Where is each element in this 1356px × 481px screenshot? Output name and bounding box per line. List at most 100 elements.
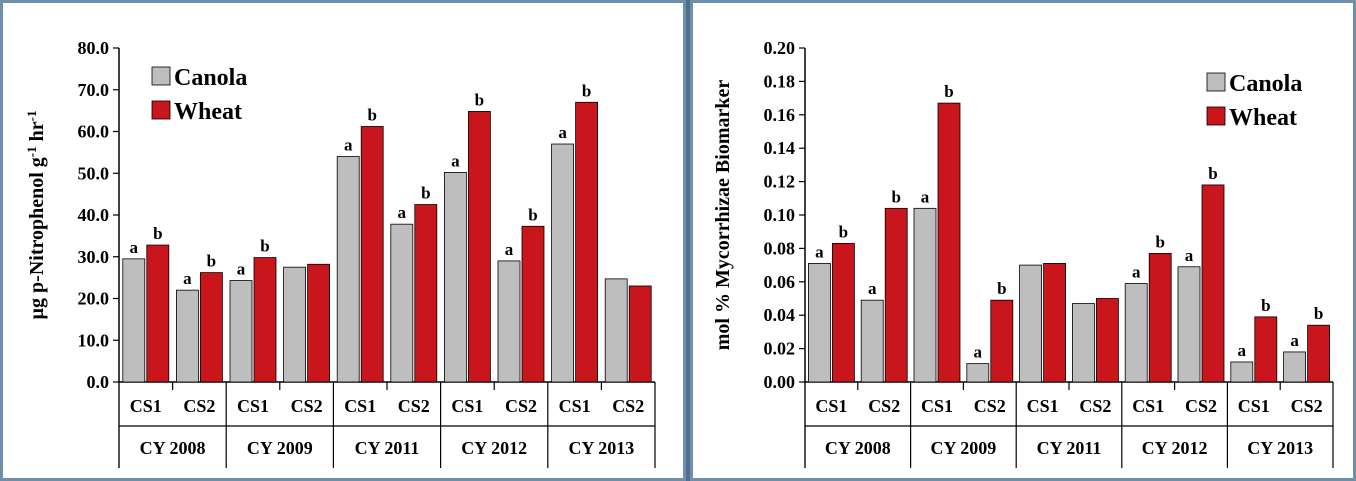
y-tick-label: 0.16 (764, 105, 796, 125)
significance-label: b (891, 187, 900, 206)
bar-wheat (1254, 316, 1278, 383)
group-label: CY 2008 (140, 438, 206, 458)
significance-label: b (475, 90, 484, 109)
bar-canola (390, 223, 414, 383)
legend-label-canola: Canola (1229, 71, 1302, 97)
bar-wheat (414, 204, 438, 383)
significance-label: a (1238, 341, 1247, 360)
bar-wheat (467, 111, 491, 383)
significance-label: b (582, 81, 591, 100)
significance-label: b (528, 205, 537, 224)
significance-label: a (1290, 331, 1299, 350)
y-tick-label: 0.18 (764, 71, 796, 91)
mycorrhizae-biomarker-chart: 0.00 0.02 0.04 0.06 0.08 0.10 0.12 0.14 0.16 0.18… (712, 38, 1334, 468)
bar-wheat (990, 299, 1014, 383)
y-axis-title-part: -1 (24, 111, 39, 122)
x-tick-label: CS1 (344, 396, 376, 416)
x-tick-label: CS2 (291, 396, 323, 416)
y-tick-label: 50.0 (78, 163, 110, 183)
x-tick-label: CS2 (505, 396, 537, 416)
y-axis-title-part: µg p-Nitrophenol g (26, 157, 48, 319)
y-tick-label: 0.20 (764, 38, 796, 58)
bar-wheat (831, 242, 855, 383)
bar-canola (336, 156, 360, 383)
bar-canola (1124, 283, 1148, 383)
bar-canola (122, 258, 146, 383)
y-axis-title-part: -1 (24, 146, 39, 157)
significance-label: a (1185, 246, 1194, 265)
bar-wheat (199, 272, 223, 383)
x-tick-label: CS2 (974, 396, 1006, 416)
significance-label: a (815, 242, 824, 261)
bar-canola (1071, 303, 1095, 383)
y-tick-label: 0.12 (764, 172, 796, 192)
legend-label-wheat: Wheat (174, 99, 242, 125)
bar-wheat (1043, 263, 1067, 383)
x-tick-label: CS2 (1291, 396, 1323, 416)
legend-label-canola: Canola (174, 65, 247, 91)
significance-label: a (921, 187, 930, 206)
significance-label: b (1155, 232, 1164, 251)
significance-label: a (183, 269, 192, 288)
bar-wheat (628, 285, 652, 383)
group-label: CY 2012 (1142, 438, 1208, 458)
significance-label: a (868, 279, 877, 298)
significance-label: b (1261, 296, 1270, 315)
legend-swatch-canola (151, 66, 171, 86)
legend-swatch-wheat (1206, 106, 1226, 126)
x-tick-label: CS2 (1185, 396, 1217, 416)
significance-label: b (944, 82, 953, 101)
bar-wheat (307, 263, 331, 383)
chart-panel-enzyme: 0.0 10.0 20.0 30.0 40.0 50.0 60.0 70.0 80.0 a b a b a… (0, 0, 686, 481)
significance-label: b (997, 279, 1006, 298)
bar-canola (1230, 361, 1254, 383)
bar-canola (913, 207, 937, 383)
group-label: CY 2013 (568, 438, 634, 458)
group-label: CY 2009 (930, 438, 996, 458)
bar-wheat (1307, 324, 1330, 383)
bar-canola (229, 280, 253, 383)
significance-label: b (839, 222, 848, 241)
y-tick-label: 0.02 (764, 339, 796, 359)
x-tick-label: CS2 (183, 396, 215, 416)
y-tick-label: 20.0 (78, 289, 110, 309)
x-tick-label: CS1 (559, 396, 591, 416)
legend-swatch-canola (1206, 72, 1226, 92)
bar-wheat (1148, 253, 1172, 383)
significance-label: a (1132, 262, 1141, 281)
bar-canola (1177, 266, 1201, 383)
bar-wheat (521, 225, 545, 383)
bar-canola (808, 263, 831, 383)
bar-wheat (937, 102, 961, 383)
significance-label: a (974, 343, 983, 362)
significance-label: b (1314, 304, 1323, 323)
y-axis-title-part: hr (26, 121, 48, 146)
bar-canola (175, 289, 199, 383)
group-label: CY 2013 (1247, 438, 1313, 458)
y-tick-label: 0.14 (764, 138, 796, 158)
bar-wheat (575, 101, 598, 383)
x-tick-label: CS1 (1027, 396, 1059, 416)
significance-label: b (207, 252, 216, 271)
y-tick-label: 0.04 (764, 305, 796, 325)
significance-label: a (237, 260, 246, 279)
bar-wheat (146, 244, 170, 383)
x-tick-label: CS2 (1079, 396, 1111, 416)
y-tick-label: 60.0 (78, 122, 110, 142)
group-label: CY 2011 (1037, 438, 1102, 458)
group-label: CY 2008 (825, 438, 891, 458)
y-tick-label: 10.0 (78, 330, 110, 350)
legend-swatch-wheat (151, 100, 171, 120)
bar-canola (497, 260, 521, 383)
y-axis-title: mol % Mycorrhizae Biomarker (712, 80, 734, 351)
bar-wheat (253, 257, 277, 383)
x-tick-label: CS2 (398, 396, 430, 416)
x-tick-label: CS1 (237, 396, 269, 416)
y-tick-label: 0.0 (87, 372, 110, 392)
bar-canola (443, 172, 467, 383)
significance-label: b (260, 237, 269, 256)
bar-wheat (1095, 298, 1119, 383)
bar-canola (604, 278, 628, 383)
significance-label: a (505, 240, 514, 259)
